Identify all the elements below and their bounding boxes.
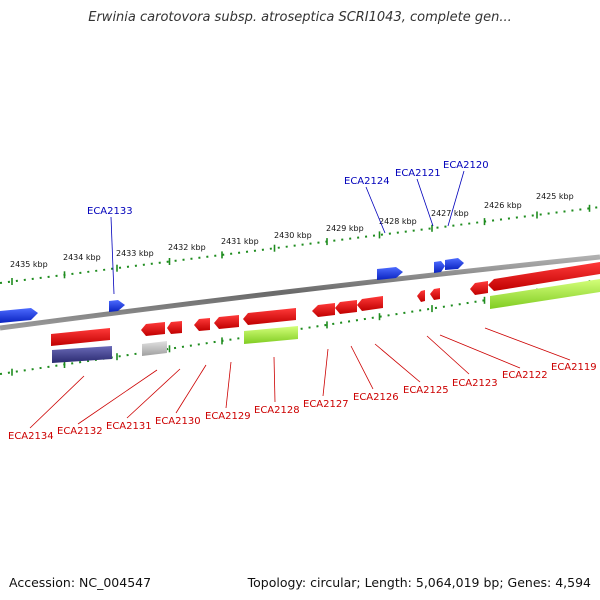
callout-ECA2131: [126, 368, 181, 419]
gene-arrow-ECA2123: [417, 290, 425, 302]
gene-label-ECA2131: ECA2131: [106, 421, 152, 432]
gene-arrow-ECA2133: [109, 300, 125, 312]
gene-label-ECA2122: ECA2122: [502, 370, 548, 381]
callout-ECA2121: [416, 178, 434, 227]
scale-label-2425: 2425 kbp: [536, 192, 574, 201]
gene-label-ECA2124: ECA2124: [344, 176, 390, 187]
forward-strand-genes: [0, 258, 464, 323]
gene-label-ECA2126: ECA2126: [353, 392, 399, 403]
gene-label-ECA2121: ECA2121: [395, 168, 441, 179]
accession-text: Accession: NC_004547: [9, 575, 152, 590]
scale-label-2434: 2434 kbp: [63, 253, 101, 262]
gene-label-ECA2133: ECA2133: [87, 206, 133, 217]
feature-grey: [142, 341, 167, 356]
callout-ECA2126: [350, 345, 374, 390]
callout-ECA2122: [439, 334, 521, 369]
gene-label-ECA2123: ECA2123: [452, 378, 498, 389]
gene-callout-lines: [29, 170, 571, 429]
scale-label-2431: 2431 kbp: [221, 237, 259, 246]
feature-navy: [52, 346, 112, 363]
feature-blocks: [52, 279, 600, 363]
gene-label-ECA2120: ECA2120: [443, 160, 489, 171]
callout-ECA2128: [273, 356, 276, 403]
genome-backbone: [0, 254, 600, 331]
gene-arrow-ECA2128: [243, 308, 296, 325]
gene-arrow-ECA2131: [141, 322, 165, 336]
callout-ECA2132: [77, 369, 158, 425]
gene-arrow-ECA2122: [430, 288, 440, 300]
gene-label-ECA2129: ECA2129: [205, 411, 251, 422]
scale-label-2433: 2433 kbp: [116, 249, 154, 258]
gene-arrow-blue: [0, 308, 38, 323]
gene-arrow-ECA2127: [312, 303, 335, 317]
callout-ECA2120: [447, 170, 465, 227]
scale-label-2428: 2428 kbp: [379, 217, 417, 226]
upper-scale-ruler: [0, 204, 600, 285]
scale-label-2427: 2427 kbp: [431, 209, 469, 218]
gene-arrow-ECA2130: [167, 321, 182, 334]
callout-ECA2119: [484, 327, 571, 361]
genome-info-text: Topology: circular; Length: 5,064,019 bp…: [247, 575, 591, 590]
scale-label-2429: 2429 kbp: [326, 224, 364, 233]
gene-arrow-ECA2129: [214, 315, 239, 329]
upper-ruler-major-ticks: [11, 204, 591, 285]
callout-ECA2127: [322, 348, 329, 397]
gene-label-ECA2119: ECA2119: [551, 362, 597, 373]
gene-labels-bottom: ECA2134 ECA2132 ECA2131 ECA2130 ECA2129 …: [8, 362, 597, 442]
gene-label-ECA2132: ECA2132: [57, 426, 103, 437]
gene-label-ECA2127: ECA2127: [303, 399, 349, 410]
gene-arrow-ECA2129a: [194, 318, 210, 331]
gene-label-ECA2130: ECA2130: [155, 416, 201, 427]
gene-arrow-ECA2119a: [470, 281, 488, 295]
upper-ruler-dots: [0, 206, 600, 284]
gene-arrow-ECA2124: [377, 267, 403, 280]
gene-arrow-ECA2126: [335, 300, 357, 314]
scale-label-2430: 2430 kbp: [274, 231, 312, 240]
gene-arrow-ECA2121: [434, 261, 445, 273]
scale-labels: 2435 kbp 2434 kbp 2433 kbp 2432 kbp 2431…: [10, 192, 574, 269]
gene-label-ECA2125: ECA2125: [403, 385, 449, 396]
callout-ECA2124: [365, 186, 386, 234]
gene-arrow-ECA2134: [51, 328, 110, 346]
callout-ECA2133: [110, 216, 115, 295]
reverse-strand-genes: [51, 262, 600, 346]
callout-ECA2129: [225, 361, 232, 409]
feature-green-2: [490, 279, 600, 309]
feature-green-1: [244, 326, 298, 344]
scale-label-2426: 2426 kbp: [484, 201, 522, 210]
callout-ECA2130: [175, 364, 207, 414]
gene-arrow-ECA2119: [488, 262, 600, 291]
callout-ECA2123: [426, 335, 470, 375]
gene-label-ECA2134: ECA2134: [8, 431, 54, 442]
gene-labels-top: ECA2133 ECA2124 ECA2121 ECA2120: [87, 160, 489, 217]
callout-ECA2134: [29, 375, 85, 429]
scale-label-2435: 2435 kbp: [10, 260, 48, 269]
map-title: Erwinia carotovora subsp. atroseptica SC…: [88, 10, 512, 25]
gene-arrow-ECA2120: [445, 258, 464, 270]
scale-label-2432: 2432 kbp: [168, 243, 206, 252]
callout-ECA2125: [374, 343, 421, 383]
gene-label-ECA2128: ECA2128: [254, 405, 300, 416]
gene-arrow-ECA2125: [357, 296, 383, 311]
